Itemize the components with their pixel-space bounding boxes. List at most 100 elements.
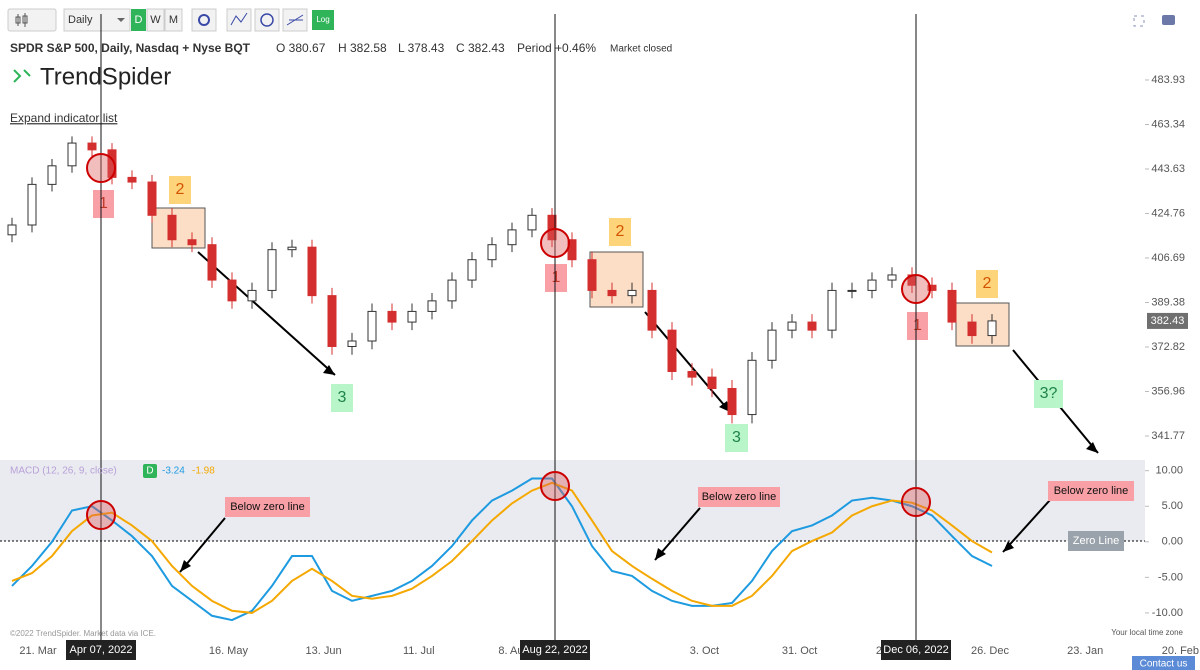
marker-box [609, 218, 631, 246]
candle-icon [15, 13, 28, 27]
candle-body [247, 289, 257, 302]
log-button[interactable] [312, 10, 334, 30]
macd-value: -3.24 [162, 466, 185, 477]
marker: 2 [983, 275, 992, 292]
x-tick-label: 26. Dec [971, 645, 1009, 657]
candle-body [727, 387, 737, 416]
candle-body [827, 289, 837, 331]
note-box [225, 497, 310, 517]
marker-box [93, 190, 114, 218]
timezone: Your local time zone [1111, 628, 1183, 637]
w-button[interactable] [146, 8, 165, 32]
candle-body [587, 259, 597, 291]
interval-select[interactable] [63, 8, 131, 32]
marker: 1 [99, 195, 108, 212]
candle-body [27, 183, 37, 226]
settings-button[interactable] [191, 8, 217, 32]
candle-body [487, 244, 497, 261]
price-tag [1147, 312, 1188, 329]
expand-indicators[interactable]: Expand indicator list [10, 111, 118, 125]
marker: 3 [338, 389, 347, 406]
y-tick-label: 483.93 [1151, 74, 1185, 86]
signal-circle [540, 228, 570, 258]
marker-box [976, 270, 998, 298]
contact-button[interactable] [1132, 656, 1195, 670]
crosshair-date: Apr 07, 2022 [70, 644, 133, 656]
candle-body [987, 320, 997, 337]
candle-body [127, 176, 137, 183]
dropdown-arrow [117, 18, 125, 22]
macd-title: MACD (12, 26, 9, close) [10, 466, 117, 477]
crosshair-date-box [881, 640, 951, 660]
annotations: 1 2 3 1 2 3 1 2 3? Below zero line Below… [7, 136, 1134, 622]
logo-icon [13, 69, 31, 83]
price-tag-label: 382.43 [1151, 315, 1185, 327]
candle-body [687, 370, 697, 378]
period: Period +0.46% [517, 41, 596, 55]
m-button[interactable] [164, 8, 183, 32]
marker: 2 [616, 223, 625, 240]
gear-icon [198, 14, 210, 26]
candle-body [187, 239, 197, 246]
note: Below zero line [230, 501, 305, 513]
fullscreen-icon[interactable] [1133, 15, 1145, 27]
consolidation-box [589, 251, 644, 308]
candle-body [667, 329, 677, 372]
candle-body [347, 340, 357, 347]
copyright: ©2022 TrendSpider. Market data via ICE. [10, 629, 156, 638]
marker-box [725, 424, 748, 452]
candle-body [47, 165, 57, 185]
candle-body [707, 376, 717, 389]
y-tick-label: 0.00 [1162, 536, 1183, 548]
candle-body [967, 321, 977, 337]
x-tick-label: 31. Oct [782, 645, 817, 657]
candle-body [87, 142, 97, 151]
high: H 382.58 [338, 41, 387, 55]
consolidation-box [955, 302, 1010, 347]
marker-box [331, 384, 353, 412]
note: Below zero line [702, 491, 777, 503]
clock-button[interactable] [254, 8, 280, 32]
x-tick-label: 23. Jan [1067, 645, 1103, 657]
y-tick-label: 10.00 [1155, 465, 1183, 477]
d-button[interactable] [131, 9, 146, 31]
candle-body [867, 279, 877, 291]
candle-body [647, 289, 657, 331]
toolbar: Daily D W M Log [7, 8, 1175, 32]
candle-body [327, 295, 337, 347]
candle-body [387, 310, 397, 323]
close: C 382.43 [456, 41, 505, 55]
candle-body [527, 214, 537, 231]
marker: 3 [732, 429, 741, 446]
candle-body [267, 249, 277, 291]
candle-body [367, 310, 377, 342]
candle-body [547, 214, 557, 241]
signal-value: -1.98 [192, 466, 215, 477]
x-tick-label: 20. Feb [1162, 645, 1199, 657]
candle-body [427, 300, 437, 312]
candle-body [167, 214, 177, 241]
crosshair-date: Dec 06, 2022 [883, 644, 948, 656]
contact: Contact us [1140, 659, 1188, 670]
logo: TrendSpider [40, 63, 171, 90]
candle-body [627, 289, 637, 297]
candle-body [787, 321, 797, 331]
note-box [1068, 531, 1124, 551]
signal-circle [86, 500, 116, 530]
low: L 378.43 [398, 41, 445, 55]
candle-body [147, 181, 157, 216]
candle-body [887, 274, 897, 281]
candle-body [947, 289, 957, 323]
chart-type-button[interactable] [7, 8, 57, 32]
x-tick-label: 13. Jun [306, 645, 342, 657]
candle-body [407, 310, 417, 323]
marker-box [545, 264, 567, 292]
candle-body [847, 289, 857, 292]
y-tick-label: 341.77 [1151, 430, 1185, 442]
camera-icon[interactable] [1162, 15, 1175, 25]
candle-body [467, 259, 477, 281]
macd-line [11, 481, 993, 614]
x-tick-label: 11. Jul [403, 645, 435, 657]
interval: Daily [68, 14, 93, 26]
